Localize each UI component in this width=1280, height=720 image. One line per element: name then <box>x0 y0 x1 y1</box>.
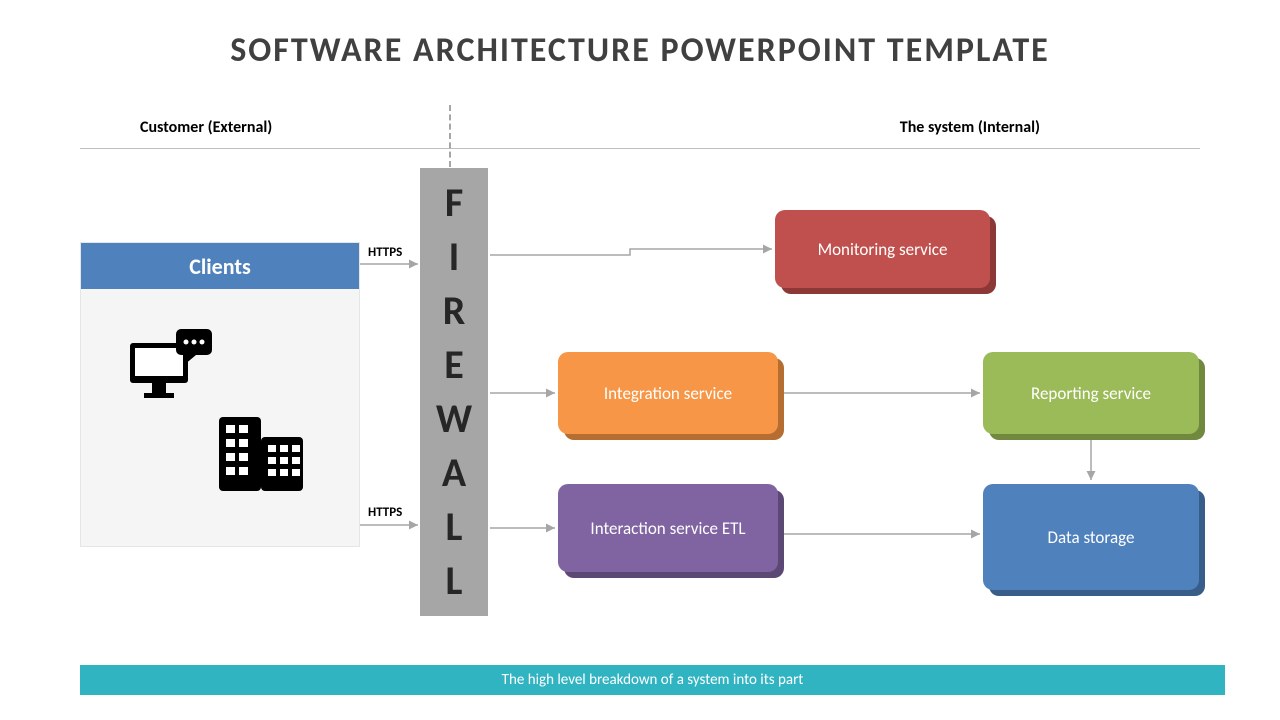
buildings-icon <box>211 409 311 499</box>
firewall-letter: F <box>445 176 463 230</box>
firewall-letter: L <box>446 554 463 608</box>
node-integration: Integration service <box>558 352 778 434</box>
zone-external-label: Customer (External) <box>140 118 272 137</box>
clients-icons <box>81 289 359 546</box>
firewall-bar: F I R E W A L L <box>420 168 488 616</box>
https-label-bottom: HTTPS <box>368 505 402 520</box>
firewall-letter: L <box>446 500 463 554</box>
node-reporting: Reporting service <box>983 352 1199 434</box>
footer-caption: The high level breakdown of a system int… <box>80 665 1225 695</box>
zone-internal-label: The system (Internal) <box>900 118 1040 137</box>
zone-dashed-separator <box>449 105 451 167</box>
zone-divider-line <box>80 148 1200 149</box>
firewall-letter: R <box>443 284 466 338</box>
node-interaction: Interaction service ETL <box>558 484 778 572</box>
slide-title: SOFTWARE ARCHITECTURE POWERPOINT TEMPLAT… <box>0 0 1280 71</box>
firewall-letter: A <box>442 446 466 500</box>
https-label-top: HTTPS <box>368 245 402 260</box>
firewall-letter: I <box>449 230 460 284</box>
node-storage: Data storage <box>983 484 1199 590</box>
monitor-chat-icon <box>126 329 216 409</box>
node-monitoring: Monitoring service <box>775 210 990 288</box>
firewall-letter: E <box>444 338 464 392</box>
firewall-letter: W <box>436 392 472 446</box>
clients-box: Clients <box>80 242 360 547</box>
clients-header: Clients <box>81 243 359 289</box>
